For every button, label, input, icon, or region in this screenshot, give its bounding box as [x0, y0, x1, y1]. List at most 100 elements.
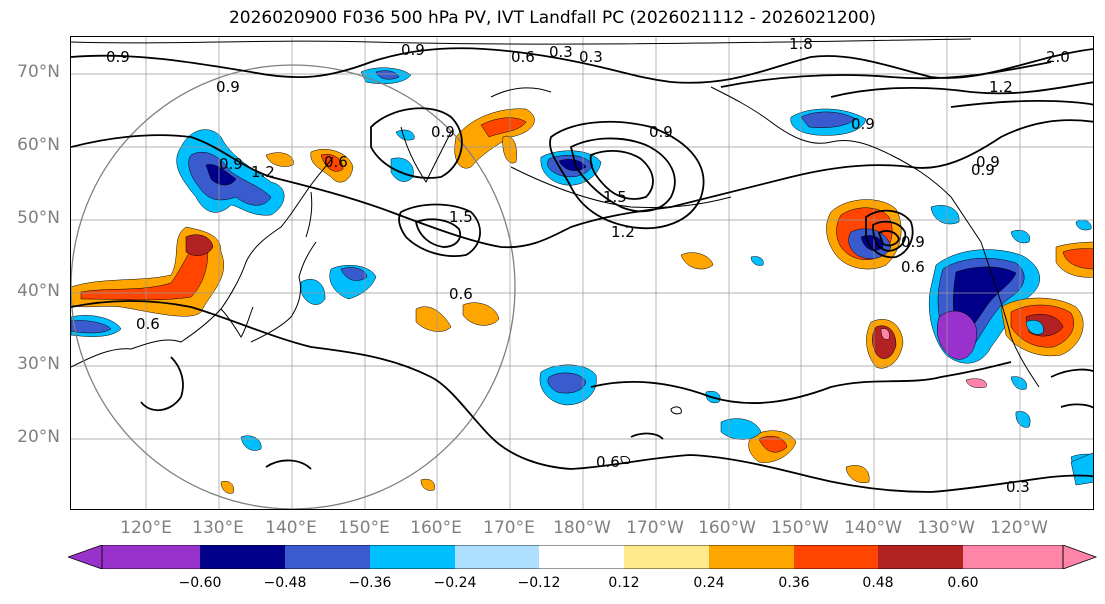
shade-blue-38n	[300, 279, 326, 305]
contour-e	[569, 137, 676, 213]
shade-asia-red2	[185, 234, 214, 256]
lat-label-50n: 50°N	[17, 208, 60, 228]
contour-label: 1.5	[449, 208, 473, 226]
colorbar-tick-label: 0.36	[778, 575, 810, 591]
contour-label: 0.9	[431, 123, 455, 141]
cbar-bin	[200, 545, 285, 569]
contour-r	[1050, 368, 1093, 378]
contour-b	[71, 119, 1093, 249]
contour-label: 0.9	[216, 78, 240, 96]
lon-label-140e: 140°E	[265, 518, 317, 538]
contour-label-group: 0.9 0.9 0.6 0.3 1.8 1.5 0.9 0.9 0.9 0.6 …	[106, 37, 1070, 496]
shade-orange-small1	[680, 252, 714, 270]
shade-hawaii-red	[872, 325, 897, 359]
shade-dblue-40n	[340, 267, 368, 281]
shade-dblue-70n	[375, 70, 400, 80]
shade-blue-small7	[1070, 452, 1093, 486]
shade-siberia-dark	[205, 164, 237, 186]
contour-t	[265, 459, 312, 470]
shade-orange-a	[265, 152, 294, 167]
lon-label-150e: 150°E	[338, 518, 390, 538]
colorbar-tick-label: 0.24	[693, 575, 725, 591]
contour-n	[590, 361, 1012, 404]
contour-g	[398, 203, 481, 257]
shade-orange-small4	[845, 465, 870, 483]
coast-sakhalin	[305, 191, 313, 238]
colorbar-tick-label: −0.12	[517, 575, 561, 591]
coast-asia	[71, 156, 334, 368]
lon-label-120e: 120°E	[120, 518, 172, 538]
graticule	[71, 37, 1093, 509]
coast-japan	[250, 241, 317, 343]
contour-label: 1.8	[789, 37, 813, 53]
shade-ddblue-180	[558, 159, 587, 171]
contour-label: 1.5	[603, 188, 627, 206]
cbar-outline	[101, 545, 1064, 569]
lat-label-60n: 60°N	[17, 135, 60, 155]
shade-orange-e	[462, 302, 500, 326]
contour-label: 0.6	[449, 285, 473, 303]
lon-label-120w: 120°W	[990, 518, 1048, 538]
contour-c	[370, 107, 463, 179]
landfall-region-circle	[71, 64, 516, 509]
colorbar-tick-label: −0.60	[178, 575, 222, 591]
shade-red-b	[320, 154, 344, 172]
shade-blue-small2	[1010, 376, 1027, 390]
coastlines	[71, 38, 1040, 465]
contour-label: 1.2	[251, 163, 275, 181]
contour-j	[872, 220, 907, 252]
shade-pink-small	[965, 378, 987, 388]
shade-left-darkblue	[71, 320, 112, 334]
shade-blue-small6	[1025, 319, 1044, 335]
cbar-bin	[370, 545, 455, 569]
contour-u	[630, 432, 664, 440]
lat-label-30n: 30°N	[17, 354, 60, 374]
contour-label: 0.9	[219, 155, 243, 173]
shade-red-c	[480, 117, 527, 138]
contour-d	[549, 120, 705, 230]
map-panel: 0.9 0.9 0.6 0.3 1.8 1.5 0.9 0.9 0.9 0.6 …	[70, 36, 1094, 510]
colorbar-tick-label: −0.48	[263, 575, 307, 591]
contour-f	[589, 150, 654, 200]
contour-label: 0.9	[851, 115, 875, 133]
shade-blue-small8	[1010, 229, 1031, 244]
contour-label: 0.3	[579, 48, 603, 66]
contour-label: 0.9	[106, 48, 130, 66]
shade-blue-20n	[720, 418, 762, 440]
contour-label: 0.6	[324, 153, 348, 171]
lon-label-170e: 170°E	[483, 518, 535, 538]
shade-dblue-28n	[547, 372, 587, 394]
cbar-bin	[794, 545, 878, 569]
shade-wc-purple	[937, 310, 977, 360]
shade-blue-small10	[750, 256, 764, 266]
contour-label: 2.0	[1046, 48, 1070, 66]
lat-label-20n: 20°N	[17, 427, 60, 447]
contour-label: 0.6	[136, 315, 160, 333]
contour-label: 0.6	[511, 48, 535, 66]
lon-label-130e: 130°E	[192, 518, 244, 538]
lon-label-130w: 130°W	[917, 518, 975, 538]
colorbar-tick-label: 0.48	[862, 575, 894, 591]
coast-bering	[490, 87, 552, 98]
contour-m	[140, 356, 184, 411]
cbar-bin	[624, 545, 709, 569]
shade-farright-red	[1062, 248, 1093, 270]
cbar-under-triangle	[68, 545, 103, 569]
cbar-bin	[102, 545, 200, 569]
coast-korea	[220, 306, 254, 338]
lon-label-140w: 140°W	[844, 518, 902, 538]
contour-label: 0.9	[976, 153, 1000, 171]
coast-na-west	[980, 241, 1040, 388]
contour-label: 0.6	[901, 258, 925, 276]
lon-label-170w: 170°W	[626, 518, 684, 538]
colorbar	[68, 545, 1098, 569]
cbar-bin	[709, 545, 794, 569]
cbar-bin	[878, 545, 963, 569]
lon-label-150w: 150°W	[771, 518, 829, 538]
colorbar-tick-label: 0.60	[947, 575, 979, 591]
shade-blue-small9	[1075, 219, 1092, 231]
contour-p	[830, 81, 1093, 98]
coast-kamchatka	[400, 126, 452, 184]
cbar-over-triangle	[1062, 545, 1098, 569]
contour-label: 0.9	[901, 233, 925, 251]
